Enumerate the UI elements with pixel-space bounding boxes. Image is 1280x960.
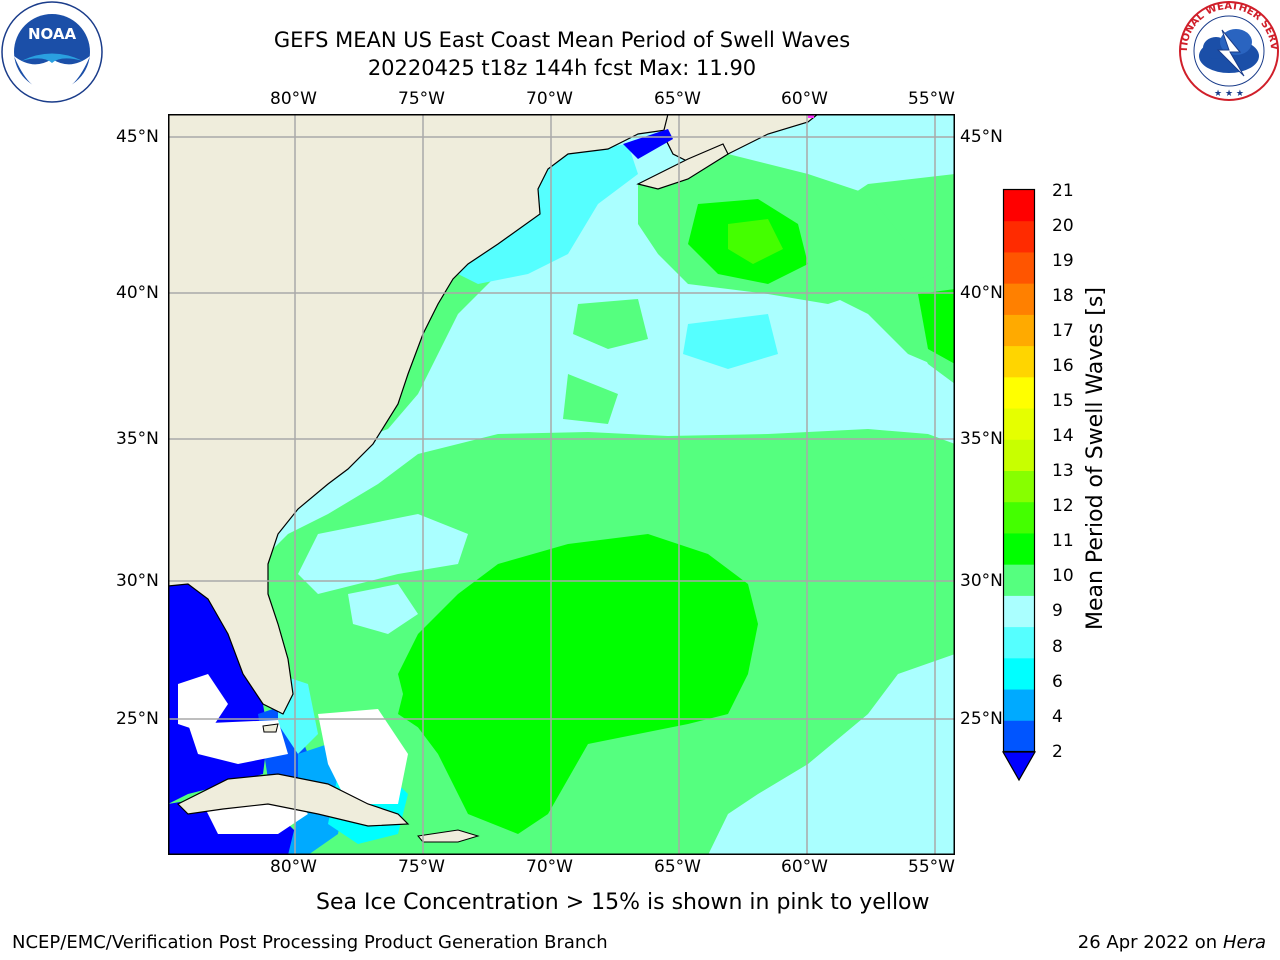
lon-label-bottom: 65°W	[654, 857, 701, 877]
colorbar-tick-label: 10	[1052, 566, 1074, 586]
colorbar-swatch	[1004, 689, 1034, 722]
swell-region-11-12	[728, 219, 783, 264]
lat-label-left: 35°N	[116, 429, 159, 449]
footer-date-host: 26 Apr 2022 on Hera	[1078, 932, 1266, 953]
land-nova-scotia	[636, 143, 729, 190]
colorbar-tick-label: 19	[1052, 251, 1074, 271]
lon-label-bottom: 55°W	[908, 857, 955, 877]
no-data-area	[318, 709, 408, 804]
colorbar-tick-label: 9	[1052, 601, 1063, 621]
swell-region-10-11	[398, 534, 758, 834]
footer-date: 26 Apr 2022 on	[1077, 932, 1223, 953]
swell-region-10-11	[398, 664, 468, 734]
graticule	[168, 114, 955, 855]
colorbar-swatch	[1004, 346, 1034, 378]
lat-label-left: 40°N	[116, 283, 159, 303]
colorbar-tick-label: 12	[1052, 496, 1074, 516]
noaa-logo-text: NOAA	[28, 25, 77, 43]
footer-producer: NCEP/EMC/Verification Post Processing Pr…	[12, 932, 608, 953]
lon-label-top: 60°W	[781, 89, 828, 109]
swell-region-8-9	[708, 654, 955, 855]
lat-label-left: 45°N	[116, 127, 159, 147]
swell-region-6-8	[683, 314, 778, 369]
colorbar-swatch	[1004, 471, 1034, 503]
map-panel	[168, 114, 955, 855]
colorbar-tick-label: 18	[1052, 286, 1074, 306]
colorbar-swatch	[1004, 720, 1034, 753]
colorbar-swatch	[1004, 377, 1034, 410]
lat-label-right: 40°N	[960, 283, 1003, 303]
colorbar-swatch	[1004, 314, 1034, 347]
land-island	[417, 829, 480, 843]
lat-label-right: 30°N	[960, 571, 1003, 591]
colorbar-swatch	[1004, 221, 1034, 253]
lon-label-bottom: 70°W	[526, 857, 573, 877]
sea-ice-mark	[808, 114, 814, 118]
no-data-area	[188, 720, 288, 764]
colorbar-swatch	[1004, 627, 1034, 659]
colorbar-tick-label: 21	[1052, 181, 1074, 201]
chart-subtitle: 20220425 t18z 144h fcst Max: 11.90	[367, 56, 757, 80]
lon-label-bottom: 80°W	[270, 857, 317, 877]
swell-region-10-11	[918, 289, 955, 364]
colorbar-swatch	[1004, 408, 1034, 441]
lon-label-top: 55°W	[908, 89, 955, 109]
colorbar-swatch	[1004, 190, 1034, 222]
lat-label-right: 45°N	[960, 127, 1003, 147]
colorbar-tick-label: 14	[1052, 426, 1074, 446]
lon-label-bottom: 75°W	[398, 857, 445, 877]
colorbar-tick-label: 17	[1052, 321, 1074, 341]
colorbar-tick-label: 20	[1052, 216, 1074, 236]
nws-logo: NATIONAL WEATHER SERVICE ★ ★ ★	[1174, 0, 1280, 102]
lat-label-left: 25°N	[116, 709, 159, 729]
colorbar-swatch	[1004, 252, 1034, 285]
colorbar-tick-label: 11	[1052, 531, 1074, 551]
sea-ice-note: Sea Ice Concentration > 15% is shown in …	[316, 890, 930, 915]
lat-label-left: 30°N	[116, 571, 159, 591]
lon-label-top: 65°W	[654, 89, 701, 109]
colorbar-swatch	[1004, 283, 1034, 316]
colorbar-swatch	[1004, 502, 1034, 534]
chart-title: GEFS MEAN US East Coast Mean Period of S…	[273, 28, 851, 52]
colorbar-tick-label: 13	[1052, 461, 1074, 481]
colorbar-tick-label: 8	[1052, 637, 1063, 657]
colorbar	[1000, 186, 1040, 786]
colorbar-swatch	[1004, 658, 1034, 691]
colorbar-units-label: Mean Period of Swell Waves [s]	[1083, 287, 1108, 630]
swell-region-9-10	[573, 299, 648, 349]
land-island	[262, 723, 279, 733]
colorbar-tick-label: 4	[1052, 707, 1063, 727]
colorbar-swatch	[1004, 564, 1034, 597]
lat-label-right: 25°N	[960, 709, 1003, 729]
swell-region-9-10	[563, 374, 618, 424]
swell-region-6-8	[458, 144, 638, 284]
swell-region-8-9	[348, 584, 418, 634]
footer-machine: Hera	[1222, 932, 1266, 953]
colorbar-tick-label: 15	[1052, 391, 1074, 411]
lon-label-top: 80°W	[270, 89, 317, 109]
colorbar-swatch	[1004, 439, 1034, 472]
colorbar-tick-label: 16	[1052, 356, 1074, 376]
colorbar-swatch	[1004, 533, 1034, 566]
colorbar-swatch	[1004, 595, 1034, 628]
lat-label-right: 35°N	[960, 429, 1003, 449]
svg-text:★ ★ ★: ★ ★ ★	[1214, 89, 1244, 99]
land-cuba	[176, 773, 410, 827]
lon-label-top: 75°W	[398, 89, 445, 109]
swell-region-8-9	[298, 514, 468, 594]
noaa-logo: NOAA	[1, 1, 103, 103]
lon-label-bottom: 60°W	[781, 857, 828, 877]
colorbar-under-triangle	[1001, 751, 1037, 782]
colorbar-tick-label: 6	[1052, 672, 1063, 692]
lon-label-top: 70°W	[526, 89, 573, 109]
colorbar-tick-label: 2	[1052, 742, 1063, 762]
